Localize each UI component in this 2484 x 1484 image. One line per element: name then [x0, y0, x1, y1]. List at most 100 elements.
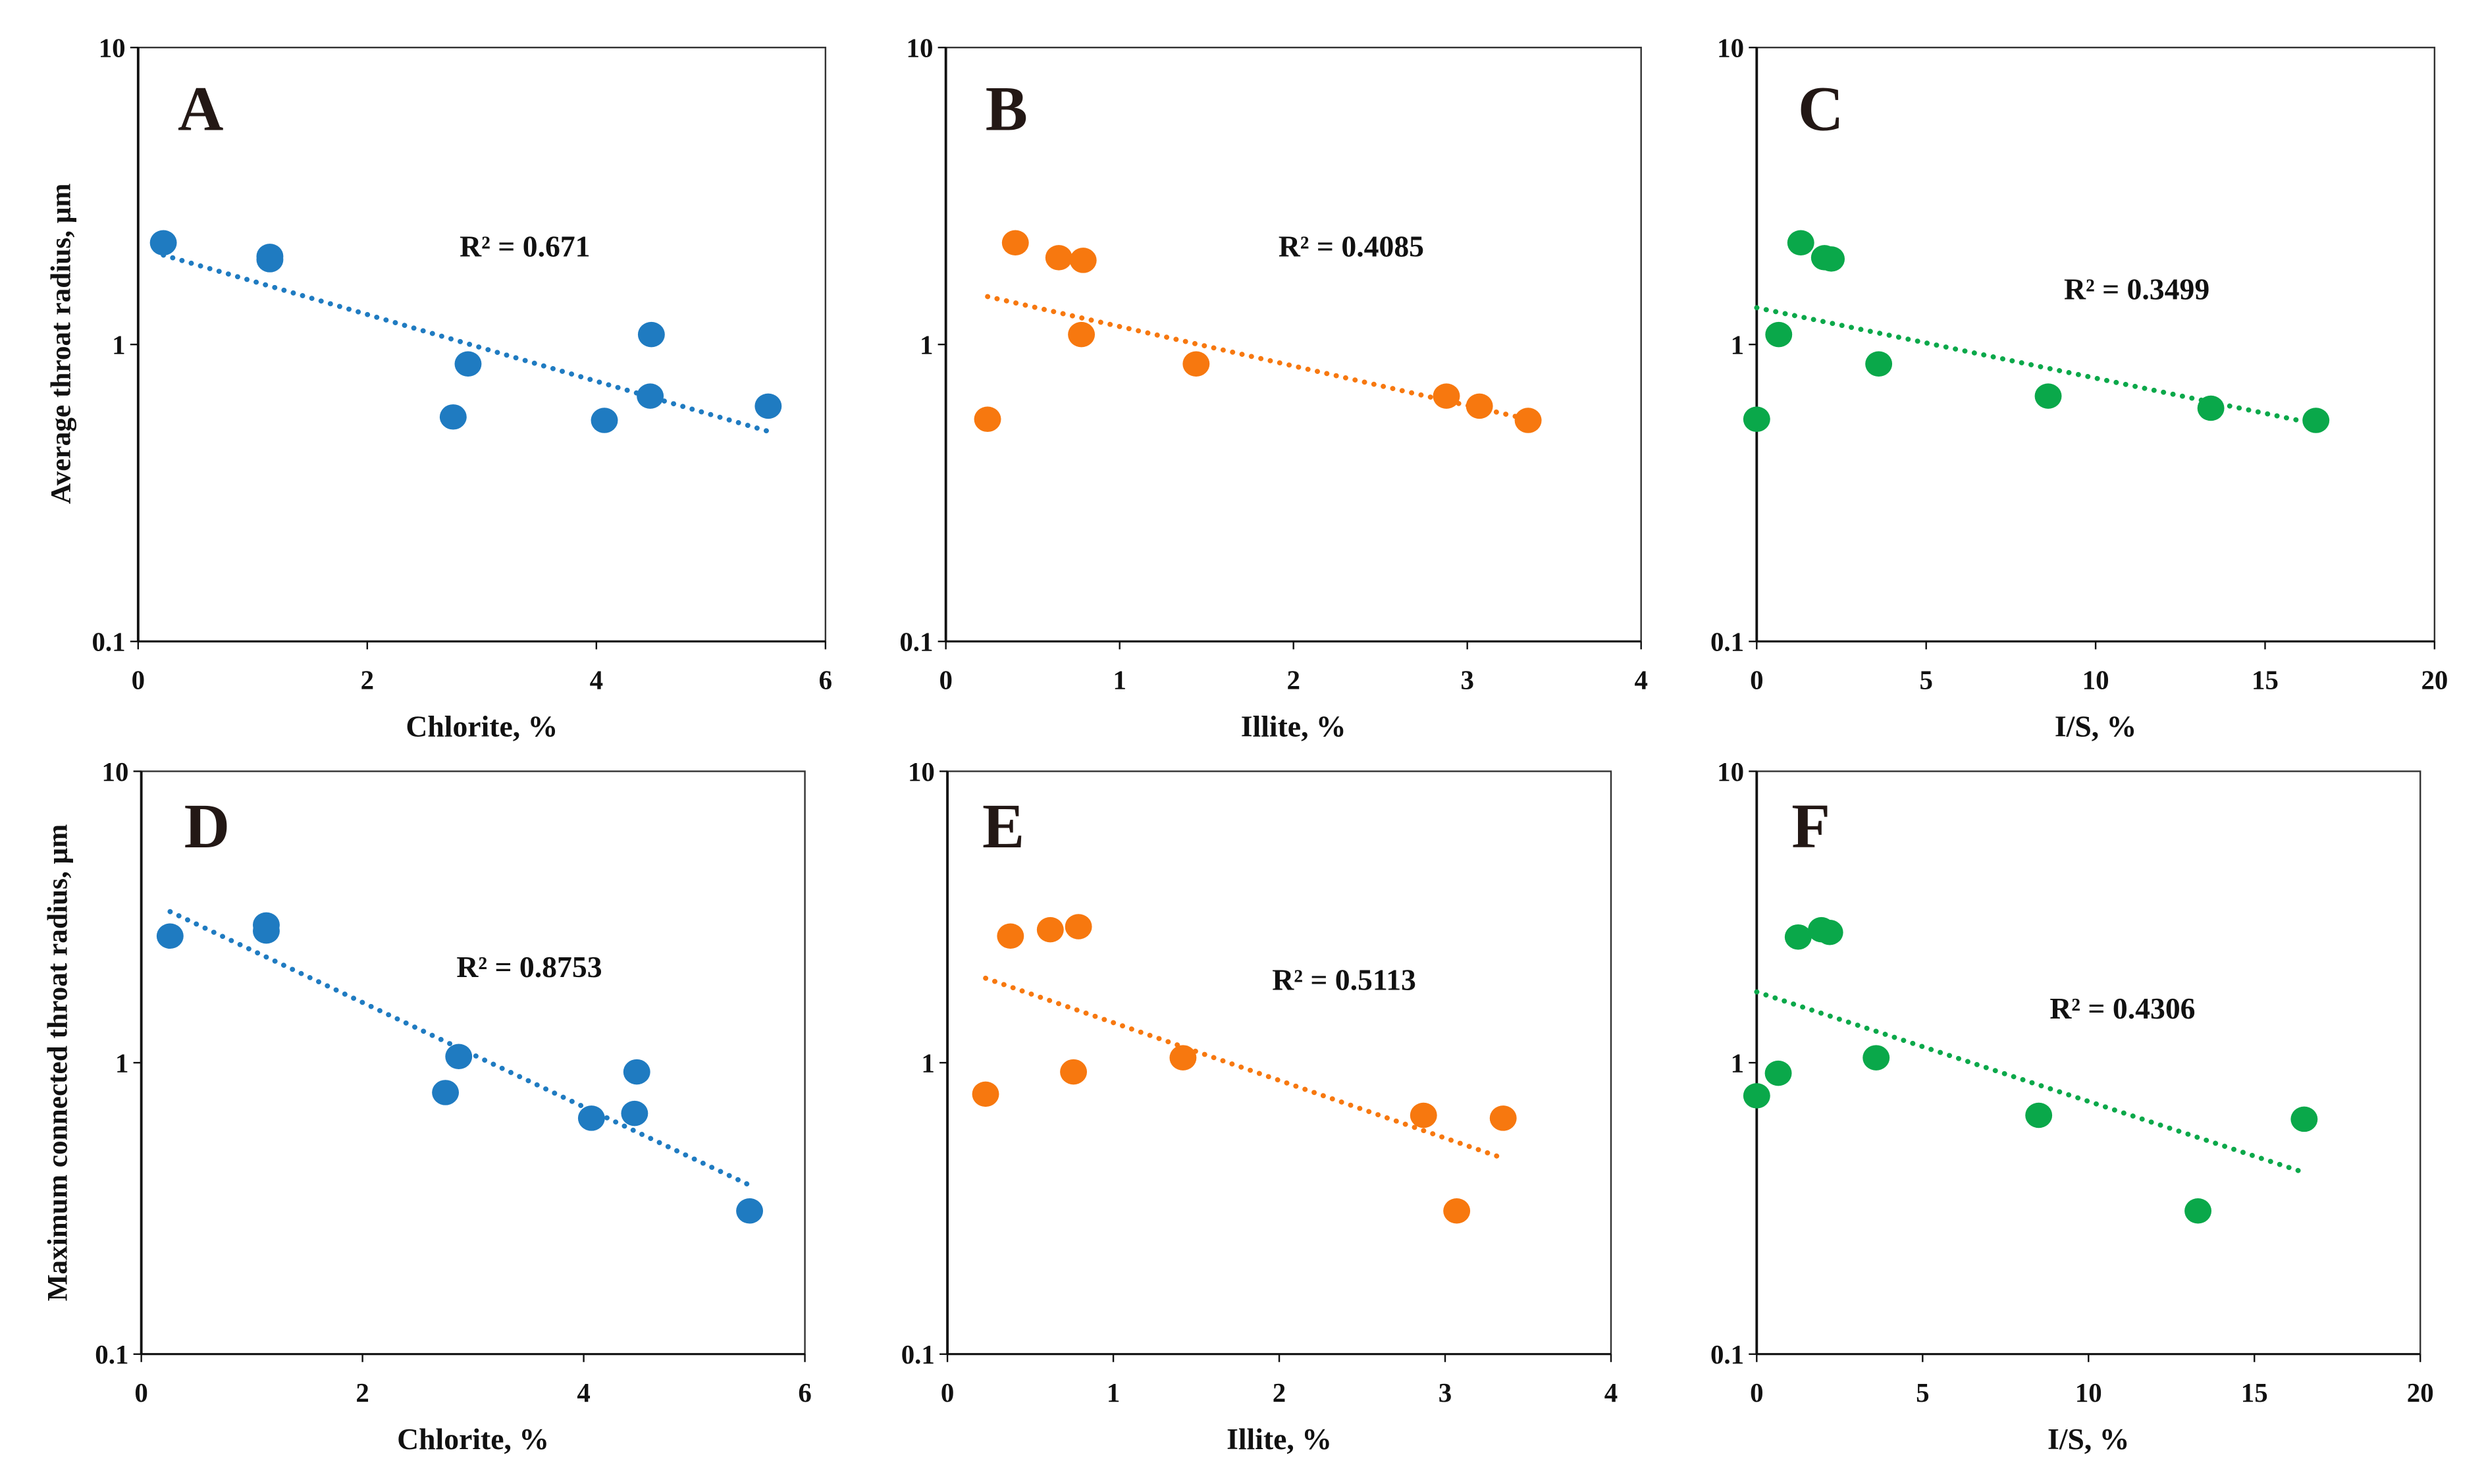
- data-point: [1489, 1105, 1517, 1131]
- data-point: [1443, 1198, 1471, 1224]
- data-point: [454, 351, 482, 377]
- trendline: [1754, 989, 2307, 1175]
- data-point: [2034, 383, 2062, 409]
- panel-e: 0 1 2 3 4 0.1 1 10 Illite, % E R² = 0.5113: [901, 757, 1618, 1456]
- x-tick-label: 4: [577, 1378, 590, 1408]
- data-point: [972, 1081, 999, 1107]
- x-tick-label: 3: [1460, 665, 1473, 695]
- y-tick-label: 0.1: [95, 1340, 128, 1369]
- data-point: [149, 230, 177, 256]
- data-point: [621, 1100, 648, 1126]
- plot-frame: [946, 770, 1612, 1355]
- panel-letter: E: [982, 791, 1024, 861]
- data-point: [1068, 321, 1096, 348]
- data-point: [445, 1044, 473, 1069]
- y-tick-label: 0.1: [901, 1340, 935, 1369]
- x-axis-label: Illite, %: [1227, 1422, 1332, 1456]
- x-tick-label: 20: [2421, 665, 2448, 695]
- y-tick-label: 0.1: [1710, 1340, 1744, 1369]
- x-tick-label: 0: [132, 665, 145, 695]
- panel-letter: A: [178, 73, 224, 144]
- r-squared-label: R² = 0.8753: [456, 950, 602, 984]
- data-point: [1466, 393, 1493, 419]
- plot-frame: [137, 46, 827, 643]
- x-tick-label: 3: [1439, 1378, 1452, 1408]
- r-squared-label: R² = 0.5113: [1272, 963, 1416, 996]
- data-point: [1787, 230, 1814, 256]
- panel-c: 0 5 10 15 20 0.1 1 10 I/S, % C R² = 0.3499: [1710, 34, 2448, 743]
- x-tick-label: 5: [1916, 1378, 1929, 1408]
- panel-letter: C: [1798, 73, 1844, 144]
- data-point: [2290, 1106, 2318, 1132]
- data-point: [1182, 351, 1210, 377]
- data-point: [1764, 1060, 1792, 1086]
- x-tick-label: 15: [2241, 1378, 2268, 1408]
- data-point: [1765, 321, 1793, 348]
- y-tick-label: 1: [921, 1049, 934, 1078]
- data-point: [432, 1080, 460, 1105]
- y-tick-label: 1: [1731, 331, 1744, 360]
- plot-frame: [945, 46, 1642, 643]
- trendline: [161, 252, 771, 434]
- y-tick-label: 10: [102, 757, 129, 787]
- x-tick-label: 0: [939, 665, 952, 695]
- x-tick-label: 10: [2082, 665, 2109, 695]
- x-tick-label: 20: [2407, 1378, 2434, 1408]
- data-point: [1045, 245, 1072, 271]
- x-tick-label: 1: [1113, 665, 1126, 695]
- y-tick-label: 10: [1717, 34, 1744, 63]
- y-tick-label: 0.1: [1710, 627, 1744, 657]
- x-tick-label: 0: [1750, 1378, 1763, 1408]
- plot-frame: [1756, 770, 2421, 1355]
- data-point: [2302, 408, 2330, 433]
- data-point: [1784, 924, 1812, 950]
- x-tick-label: 6: [819, 665, 832, 695]
- data-point: [256, 244, 284, 269]
- r-squared-label: R² = 0.3499: [2064, 273, 2209, 306]
- x-tick-label: 4: [590, 665, 603, 695]
- x-tick-label: 4: [1634, 665, 1647, 695]
- y-tick-label: 1: [920, 331, 933, 360]
- data-point: [1069, 248, 1097, 273]
- x-tick-label: 0: [134, 1378, 147, 1408]
- data-point: [1169, 1045, 1197, 1071]
- panel-b: 0 1 2 3 4 0.1 1 10 Illite, % B R² = 0.4085: [899, 34, 1648, 743]
- data-point: [1060, 1059, 1088, 1085]
- data-point: [637, 321, 665, 348]
- data-point: [736, 1198, 764, 1224]
- panel-d: 0 2 4 6 0.1 1 10 Chlorite, % Maximum connected t…: [42, 757, 812, 1456]
- data-point: [1065, 914, 1092, 940]
- x-tick-label: 15: [2252, 665, 2279, 695]
- x-tick-label: 10: [2075, 1378, 2102, 1408]
- panel-letter: B: [986, 73, 1028, 144]
- data-point: [1743, 1083, 1770, 1109]
- data-point: [1036, 916, 1064, 943]
- data-point: [1743, 406, 1770, 433]
- x-tick-label: 2: [1286, 665, 1300, 695]
- panel-a: 0 2 4 6 0.1 1 10 Chlorite, % Average throat radi…: [45, 34, 832, 743]
- plot-frame: [140, 770, 806, 1355]
- y-tick-label: 0.1: [899, 627, 933, 657]
- trendline: [983, 975, 1506, 1161]
- r-squared-label: R² = 0.671: [460, 230, 590, 263]
- data-point: [1433, 383, 1460, 409]
- x-tick-label: 5: [1919, 665, 1932, 695]
- r-squared-label: R² = 0.4306: [2049, 992, 2195, 1025]
- data-point: [997, 923, 1024, 949]
- x-axis-label: I/S, %: [2055, 710, 2136, 743]
- y-tick-label: 1: [112, 331, 125, 360]
- data-point: [1001, 230, 1029, 256]
- data-point: [2197, 395, 2225, 421]
- y-axis-label: Average throat radius, μm: [45, 184, 76, 504]
- panel-letter: F: [1791, 791, 1830, 861]
- data-point: [637, 383, 664, 409]
- x-tick-label: 0: [1750, 665, 1763, 695]
- y-tick-label: 10: [1717, 757, 1744, 787]
- data-point: [2184, 1198, 2212, 1224]
- y-axis-label: Maximum connected throat radius, μm: [42, 824, 74, 1302]
- data-point: [577, 1105, 605, 1131]
- data-point: [253, 918, 280, 944]
- data-point: [1818, 246, 1845, 272]
- data-point: [623, 1059, 650, 1085]
